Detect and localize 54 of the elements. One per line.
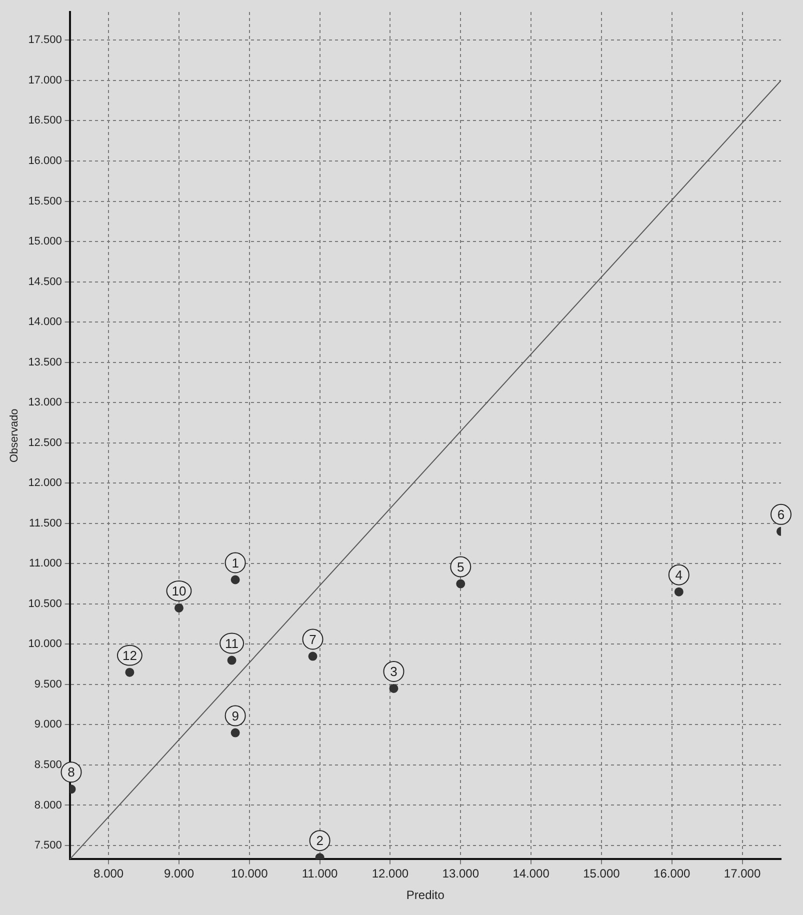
point [308, 652, 318, 661]
point [456, 579, 466, 588]
y-tick-label: 8.500 [34, 759, 62, 772]
x-tick-label: 8.000 [94, 866, 124, 881]
y-tick-label: 10.000 [28, 638, 62, 650]
point [230, 575, 240, 584]
y-tick-label: 8.000 [34, 799, 62, 812]
annotation: 6 [777, 507, 785, 522]
y-tick-label: 13.000 [28, 396, 62, 409]
point [174, 603, 184, 612]
x-tick-label: 11.000 [302, 866, 338, 881]
y-tick-label: 14.000 [28, 316, 62, 328]
annotation: 1 [232, 555, 239, 570]
y-tick-label: 17.000 [28, 74, 62, 86]
y-tick-label: 10.500 [28, 598, 62, 610]
y-tick-label: 11.500 [29, 517, 62, 530]
y-tick-label: 16.500 [28, 114, 62, 127]
x-tick-label: 15.000 [583, 866, 620, 881]
x-tick-label: 12.000 [372, 866, 409, 881]
annotation: 8 [68, 764, 75, 780]
x-tick-label: 9.000 [164, 866, 194, 881]
x-axis-title: Predito [406, 888, 445, 902]
x-tick-label: 13.000 [442, 866, 480, 881]
y-tick-label: 15.500 [28, 195, 62, 208]
point [389, 684, 398, 693]
y-tick-label: 17.500 [28, 34, 62, 46]
annotation: 3 [390, 664, 398, 680]
y-axis-title: Observado [8, 408, 21, 463]
x-tick-label: 10.000 [231, 866, 268, 881]
point [230, 728, 240, 738]
y-tick-label: 12.500 [28, 436, 62, 449]
annotation: 4 [675, 567, 683, 582]
y-tick-label: 14.500 [28, 276, 62, 288]
y-tick-label: 16.000 [28, 155, 62, 168]
annotation: 2 [316, 833, 324, 848]
annotation: 7 [309, 632, 316, 647]
y-tick-label: 9.000 [34, 718, 62, 731]
annotation: 9 [232, 708, 239, 724]
y-tick-label: 11.000 [29, 558, 62, 570]
point [227, 656, 236, 665]
point [674, 587, 684, 596]
x-tick-label: 14.000 [512, 866, 550, 881]
y-tick-label: 7.500 [34, 840, 62, 852]
annotation: 12 [122, 648, 137, 663]
y-tick-label: 12.000 [28, 477, 62, 490]
y-tick-label: 13.500 [28, 356, 62, 368]
annotation: 5 [457, 559, 464, 574]
x-tick-label: 17.000 [724, 866, 761, 881]
point [125, 668, 134, 677]
annotation: 11 [225, 636, 239, 651]
annotation: 10 [172, 584, 186, 599]
x-tick-label: 16.000 [654, 866, 691, 881]
y-tick-label: 15.000 [28, 236, 62, 248]
y-tick-label: 9.500 [34, 678, 62, 690]
